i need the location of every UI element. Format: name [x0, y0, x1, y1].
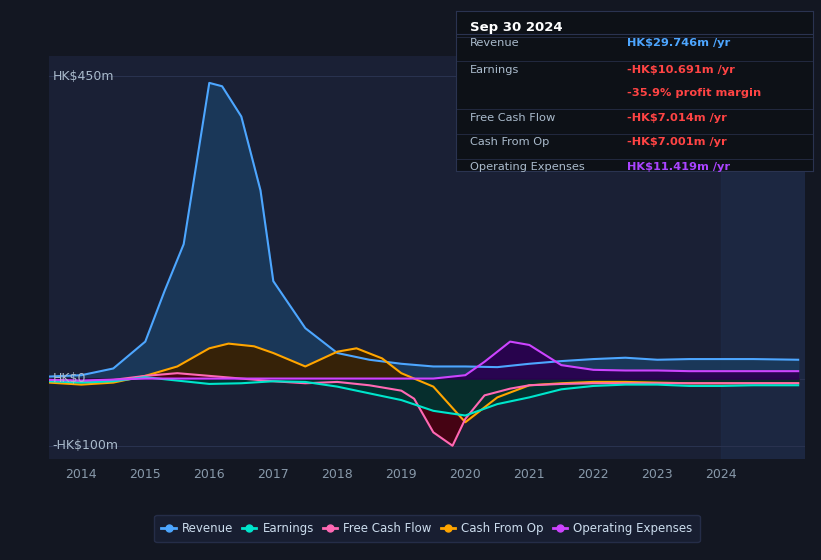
Text: -35.9% profit margin: -35.9% profit margin — [627, 88, 761, 98]
Text: HK$29.746m /yr: HK$29.746m /yr — [627, 38, 731, 48]
Text: HK$11.419m /yr: HK$11.419m /yr — [627, 162, 730, 172]
Text: -HK$7.001m /yr: -HK$7.001m /yr — [627, 137, 727, 147]
Text: -HK$10.691m /yr: -HK$10.691m /yr — [627, 64, 735, 74]
Text: Earnings: Earnings — [470, 64, 520, 74]
Text: Cash From Op: Cash From Op — [470, 137, 549, 147]
Text: HK$450m: HK$450m — [53, 69, 114, 83]
Legend: Revenue, Earnings, Free Cash Flow, Cash From Op, Operating Expenses: Revenue, Earnings, Free Cash Flow, Cash … — [154, 515, 699, 542]
Text: Operating Expenses: Operating Expenses — [470, 162, 585, 172]
Text: -HK$100m: -HK$100m — [53, 439, 118, 452]
Bar — [722, 56, 805, 459]
Text: -HK$7.014m /yr: -HK$7.014m /yr — [627, 113, 727, 123]
Text: Sep 30 2024: Sep 30 2024 — [470, 21, 562, 34]
Text: Free Cash Flow: Free Cash Flow — [470, 113, 555, 123]
Text: HK$0: HK$0 — [53, 372, 86, 385]
Text: Revenue: Revenue — [470, 38, 520, 48]
